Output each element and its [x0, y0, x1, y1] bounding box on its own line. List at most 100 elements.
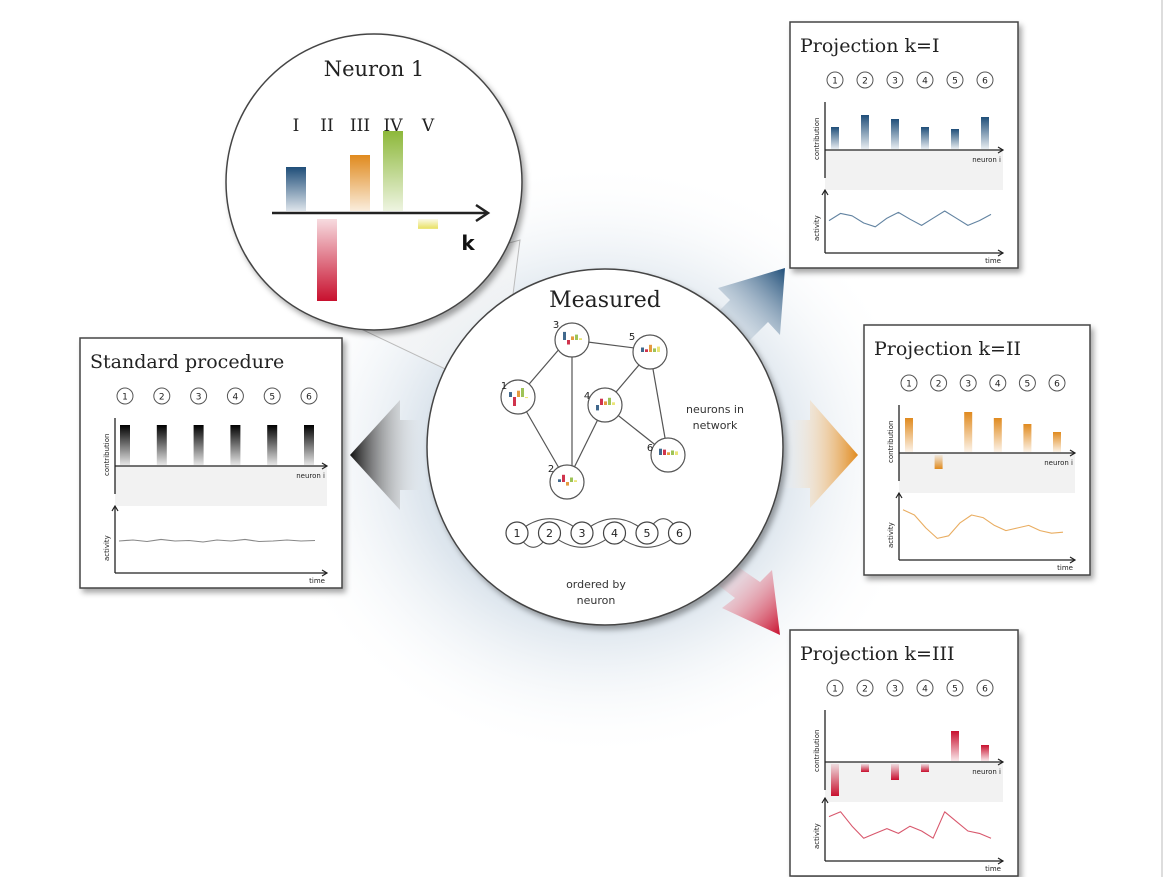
panel-k3-bar-3: [891, 764, 899, 780]
neuron-chart: I II III IV V: [286, 116, 438, 301]
measured-circle: [426, 268, 784, 626]
panel-k1-number-2: 2: [862, 77, 868, 87]
node-2-bar-2: [562, 474, 565, 482]
panel-k2-bar-5: [1023, 424, 1032, 452]
panel-k1-bar-1: [831, 127, 839, 149]
arrow-to-k2: [780, 400, 858, 508]
panel-standard-number-2: 2: [159, 393, 165, 403]
node-5-bar-1: [641, 347, 644, 352]
node-4-bar-3: [604, 401, 607, 405]
panel-standard-bar-2: [156, 425, 167, 465]
sequence-node-1: [505, 521, 529, 545]
panel-k1-activity-arrow-x: [997, 249, 1005, 257]
network-caption-line1: neurons in: [686, 403, 744, 416]
panel-k3-bar-1: [831, 764, 839, 796]
panel-standard-number-1: 1: [122, 393, 128, 403]
panel-k2-bar-3: [964, 412, 973, 452]
panel-standard-shade: [115, 466, 327, 506]
panel-k1-number-4: 4: [922, 77, 928, 87]
panel-standard: Standard procedure 1 2 3 4 5 6 neuron i contribu…: [79, 337, 343, 589]
panel-k1-activity-trace: [828, 210, 992, 228]
node-6-bar-3: [667, 452, 670, 455]
panel-k2-number-circle-3: [959, 374, 977, 392]
panel-k1-number-circle-4: [916, 71, 934, 89]
panel-k3-number-4: 4: [922, 685, 928, 695]
node-3-bar-3: [571, 336, 574, 340]
panel-k2: Projection k=II 1 2 3 4 5 6 neuron i contributio…: [863, 324, 1091, 576]
panel-standard-number-5: 5: [269, 393, 275, 403]
panel-k1-frame: [789, 21, 1019, 269]
panel-k3-number-1: 1: [832, 685, 838, 695]
panel-standard-bar-3: [193, 425, 204, 465]
panel-k2-number-6: 6: [1054, 380, 1060, 390]
panel-standard-number-circle-6: [300, 387, 318, 405]
measured-title: Measured: [549, 288, 661, 313]
panel-k3: Projection k=III 1 2 3 4 5 6 neuron i contributi…: [789, 629, 1019, 877]
panel-standard-title: Standard procedure: [90, 351, 284, 373]
panel-k2-bar-2: [934, 455, 943, 469]
panel-k3-activity-trace: [828, 811, 992, 839]
node-5-bar-2: [645, 349, 648, 352]
panel-k1-number-3: 3: [892, 77, 898, 87]
component-bar-4: [383, 131, 403, 211]
network-node-label-2: 2: [548, 464, 554, 475]
sequence-node-label-2: 2: [546, 527, 553, 540]
sequence-node-4: [602, 521, 627, 545]
panel-standard-number-3: 3: [196, 393, 202, 403]
component-bar-5: [418, 219, 438, 229]
panel-standard-bar-1: [120, 425, 130, 465]
component-bar-2: [317, 219, 337, 301]
panel-k1-number-circle-6: [976, 71, 994, 89]
panel-k1-number-5: 5: [952, 77, 958, 87]
node-1-bar-1: [509, 392, 512, 397]
panel-k1-ylabel-top: contribution: [813, 118, 821, 160]
network-node-label-3: 3: [553, 320, 559, 331]
panel-k3-frame: [789, 629, 1019, 877]
panel-k2-number-3: 3: [965, 380, 971, 390]
panel-standard-activity-arrow-x: [321, 569, 329, 577]
panel-k3-title: Projection k=III: [800, 643, 954, 665]
neuron-bubble: [225, 33, 523, 331]
panel-k2-ylabel-top: contribution: [887, 421, 895, 463]
node-3-bar-4: [575, 334, 578, 340]
neuron-title: Neuron 1: [324, 57, 425, 81]
panel-k2-title: Projection k=II: [874, 338, 1021, 360]
sequence-node-2: [537, 521, 562, 545]
node-6-bar-1: [659, 448, 662, 455]
network-node-label-5: 5: [629, 332, 635, 343]
panel-standard-number-circle-4: [226, 387, 244, 405]
ordered-sequence: 1 2 3 4 5 6: [505, 518, 692, 548]
panel-standard-frame: [79, 337, 343, 589]
node-4-bar-1: [596, 405, 599, 411]
panel-k3-ylabel-top: contribution: [813, 730, 821, 772]
panel-k2-number-2: 2: [936, 380, 942, 390]
panel-k2-number-circle-2: [930, 374, 948, 392]
panel-standard-number-6: 6: [306, 393, 312, 403]
panel-k3-bar-6: [981, 745, 989, 761]
panel-k1-ylabel-bottom: activity: [813, 215, 821, 241]
panel-k1-number-circle-1: [826, 71, 844, 89]
node-1-bar-2: [513, 397, 516, 406]
node-2-bar-3: [566, 482, 569, 486]
ordered-caption-line2: neuron: [577, 594, 616, 607]
panel-standard-ylabel-bottom: activity: [103, 535, 111, 561]
panel-k3-number-3: 3: [892, 685, 898, 695]
panel-k2-number-4: 4: [995, 380, 1001, 390]
node-2-bar-5: [574, 480, 577, 482]
panel-k3-contribution-arrow: [997, 758, 1005, 766]
panel-k1: Projection k=I 1 2 3 4 5 6 neuron i contribution…: [789, 21, 1019, 269]
panel-k3-xlabel-top: neuron i: [972, 768, 1001, 776]
panel-k2-activity-arrow-x: [1069, 556, 1077, 564]
node-6-bar-4: [671, 450, 674, 455]
panel-k3-number-2: 2: [862, 685, 868, 695]
panel-k2-number-1: 1: [906, 380, 912, 390]
panel-standard-xlabel-bottom: time: [309, 577, 325, 585]
panel-k1-xlabel-top: neuron i: [972, 156, 1001, 164]
node-5-bar-5: [657, 346, 660, 352]
sequence-node-label-4: 4: [611, 527, 618, 540]
panel-standard-bar-4: [230, 425, 241, 465]
panel-k3-number-circle-3: [886, 679, 904, 697]
node-2-bar-1: [558, 479, 561, 482]
neuron-axis-label: k: [461, 231, 475, 255]
